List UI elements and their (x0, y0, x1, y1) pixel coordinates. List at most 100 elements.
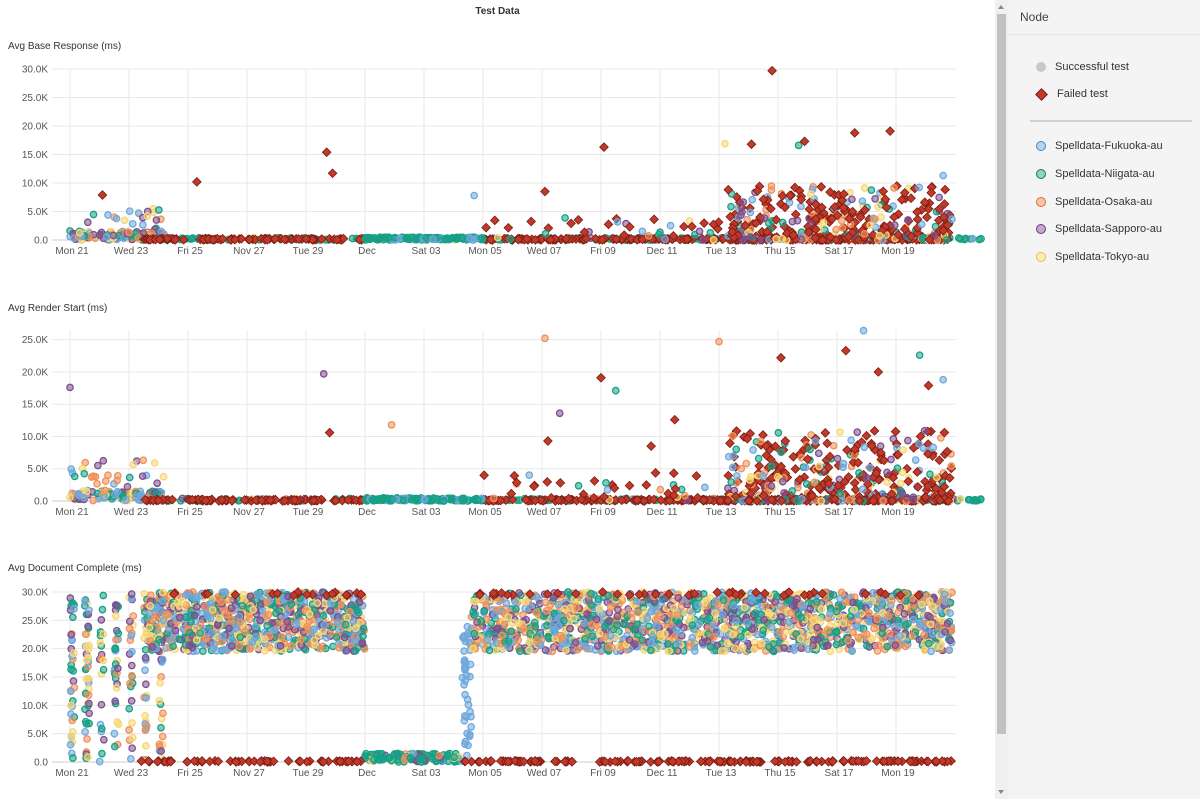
x-tick-label: Sat 17 (825, 768, 854, 779)
failed-data-point (699, 218, 709, 228)
data-point-osaka (901, 642, 910, 651)
data-point-niigata (416, 755, 424, 763)
failed-data-point (692, 492, 703, 503)
data-point-fukuoka (125, 207, 134, 216)
failed-data-point (822, 438, 833, 449)
data-point-tokyo (150, 459, 159, 467)
failed-data-point (522, 234, 532, 244)
failed-data-point (866, 441, 877, 451)
failed-data-point (751, 218, 761, 228)
data-point-osaka (316, 644, 325, 653)
data-point-osaka (157, 672, 166, 681)
x-tick-label: Dec 11 (647, 246, 678, 257)
x-tick-label: Mon 05 (468, 768, 502, 779)
failed-data-point (843, 231, 854, 242)
data-point-sapporo (848, 195, 856, 204)
data-point-niigata (157, 723, 165, 732)
data-point-niigata (199, 647, 207, 656)
data-point-tokyo (142, 741, 150, 750)
failed-data-point (934, 455, 945, 466)
data-point-niigata (99, 591, 108, 600)
x-tick-label: Dec (358, 768, 376, 779)
failed-data-point (861, 430, 872, 441)
data-point-niigata (378, 755, 387, 764)
data-point-osaka (158, 732, 167, 741)
data-point-tokyo (128, 719, 136, 727)
data-point-osaka (644, 231, 653, 240)
data-point-osaka (125, 624, 134, 633)
data-point-sapporo (67, 630, 75, 639)
failed-data-point (227, 496, 237, 506)
data-point-niigata (512, 605, 520, 613)
data-point-niigata (645, 622, 653, 631)
data-point-tokyo (120, 216, 129, 225)
data-point-sapporo (256, 616, 264, 625)
data-point-niigata (359, 624, 368, 633)
failed-data-point (668, 468, 679, 479)
data-point-osaka (845, 496, 854, 504)
data-point-tokyo (920, 646, 929, 655)
x-tick-label: Dec (358, 246, 376, 257)
data-point-niigata (348, 234, 357, 243)
failed-data-point (650, 467, 661, 478)
data-point-niigata (792, 496, 801, 505)
data-point-fukuoka (460, 657, 469, 666)
failed-data-point (880, 194, 891, 205)
data-point-fukuoka (838, 496, 846, 505)
failed-data-point (869, 426, 880, 436)
data-point-sapporo (909, 496, 918, 505)
data-point-osaka (849, 628, 857, 637)
x-tick-label: Nov 27 (233, 507, 265, 518)
data-point-sapporo (871, 194, 879, 203)
data-point-tokyo (208, 606, 217, 614)
data-point-fukuoka (141, 666, 149, 675)
failed-data-point (265, 495, 276, 506)
data-point-sapporo (760, 214, 769, 223)
data-point-fukuoka (525, 471, 534, 480)
failed-data-point (216, 494, 227, 505)
data-point-fukuoka (322, 633, 331, 642)
data-point-sapporo (698, 236, 707, 244)
failed-data-point (529, 481, 539, 492)
failed-data-point (740, 220, 751, 231)
data-point-tokyo (685, 216, 694, 225)
data-point-fukuoka (110, 729, 119, 738)
data-point-osaka (947, 462, 956, 471)
data-point-niigata (111, 645, 119, 653)
data-point-osaka (287, 642, 296, 650)
x-tick-label: Thu 15 (764, 507, 796, 518)
data-point-niigata (294, 610, 303, 619)
failed-data-point (854, 495, 865, 506)
failed-data-point (799, 136, 810, 147)
failed-data-point (780, 202, 790, 213)
data-point-osaka (81, 630, 90, 639)
data-point-sapporo (246, 592, 255, 601)
failed-data-point (521, 495, 531, 505)
data-point-fukuoka (613, 218, 622, 226)
data-point-tokyo (96, 638, 105, 647)
data-point-sapporo (853, 428, 862, 436)
chart-title-render-start: Avg Render Start (ms) (8, 303, 108, 314)
failed-data-point (597, 234, 608, 245)
data-point-niigata (836, 489, 845, 498)
failed-data-point (871, 468, 882, 478)
failed-data-point (308, 495, 319, 506)
data-point-sapporo (883, 468, 891, 477)
failed-data-point (713, 217, 724, 228)
failed-data-point (825, 187, 835, 197)
data-point-tokyo (112, 684, 121, 692)
x-tick-label: Mon 19 (881, 246, 915, 257)
y-tick-label: 15.0K (22, 673, 48, 684)
data-point-osaka (139, 456, 148, 465)
failed-data-point (912, 228, 923, 239)
data-point-tokyo (249, 605, 258, 614)
failed-data-point (236, 233, 247, 244)
data-point-fukuoka (252, 633, 260, 641)
failed-data-point (542, 476, 553, 487)
failed-data-point (154, 234, 165, 245)
data-point-sapporo (97, 700, 106, 709)
data-point-fukuoka (112, 214, 121, 223)
